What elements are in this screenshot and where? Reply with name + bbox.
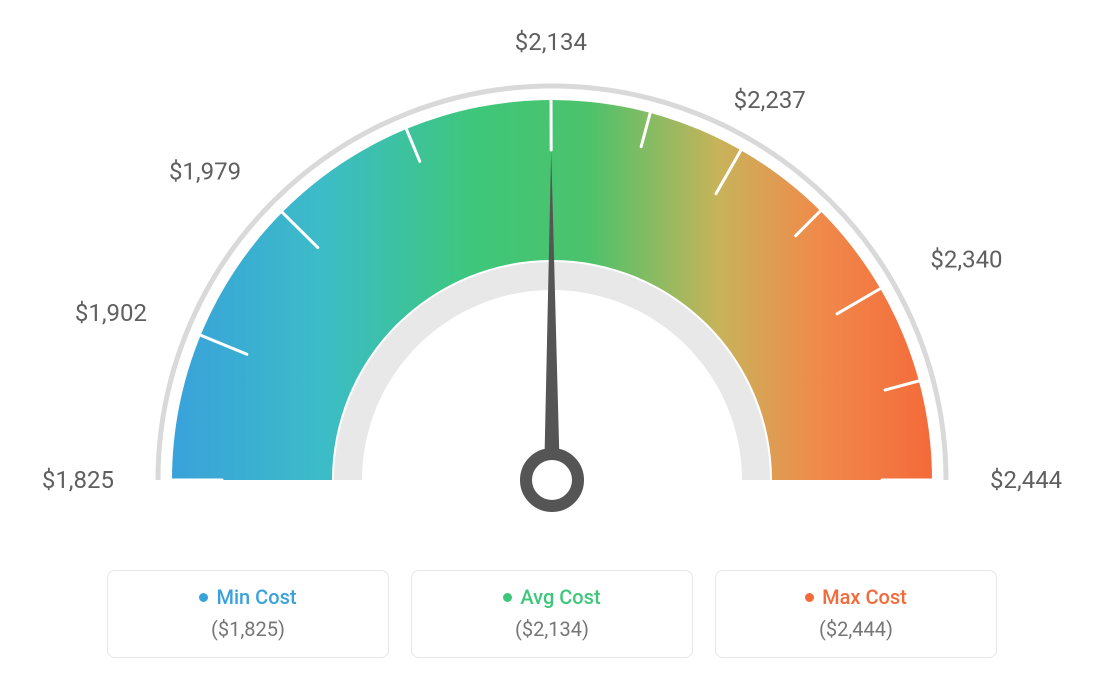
legend-min-box: Min Cost ($1,825) [107,570,389,658]
legend-min-label-row: Min Cost [108,585,388,609]
legend-min-label: Min Cost [216,585,296,609]
legend-avg-dot [503,593,512,602]
legend-min-value: ($1,825) [108,617,388,641]
legend-avg-value: ($2,134) [412,617,692,641]
gauge-tick-label: $2,134 [515,28,587,56]
legend-max-label-row: Max Cost [716,585,996,609]
legend-max-dot [805,593,814,602]
gauge-chart: $1,825 $1,902 $1,979 $2,134 $2,237 $2,340 $2,4… [0,0,1104,688]
legend-avg-label-row: Avg Cost [412,585,692,609]
legend-avg-label: Avg Cost [520,585,600,609]
gauge-tick-label: $1,902 [75,299,147,327]
gauge-tick-label: $1,825 [42,466,114,494]
gauge-tick-label: $2,340 [930,245,1002,273]
gauge-svg: $1,825 $1,902 $1,979 $2,134 $2,237 $2,340 $2,4… [0,0,1104,560]
gauge-tick-label: $1,979 [169,157,241,185]
legend-max-box: Max Cost ($2,444) [715,570,997,658]
gauge-tick-label: $2,444 [990,466,1062,494]
gauge-needle-hub [526,454,578,506]
legend-row: Min Cost ($1,825) Avg Cost ($2,134) Max … [0,570,1104,658]
legend-avg-box: Avg Cost ($2,134) [411,570,693,658]
gauge-tick-label: $2,237 [734,86,806,114]
legend-min-dot [199,593,208,602]
gauge-svg-container: $1,825 $1,902 $1,979 $2,134 $2,237 $2,340 $2,4… [0,0,1104,560]
legend-max-label: Max Cost [822,585,907,609]
legend-max-value: ($2,444) [716,617,996,641]
